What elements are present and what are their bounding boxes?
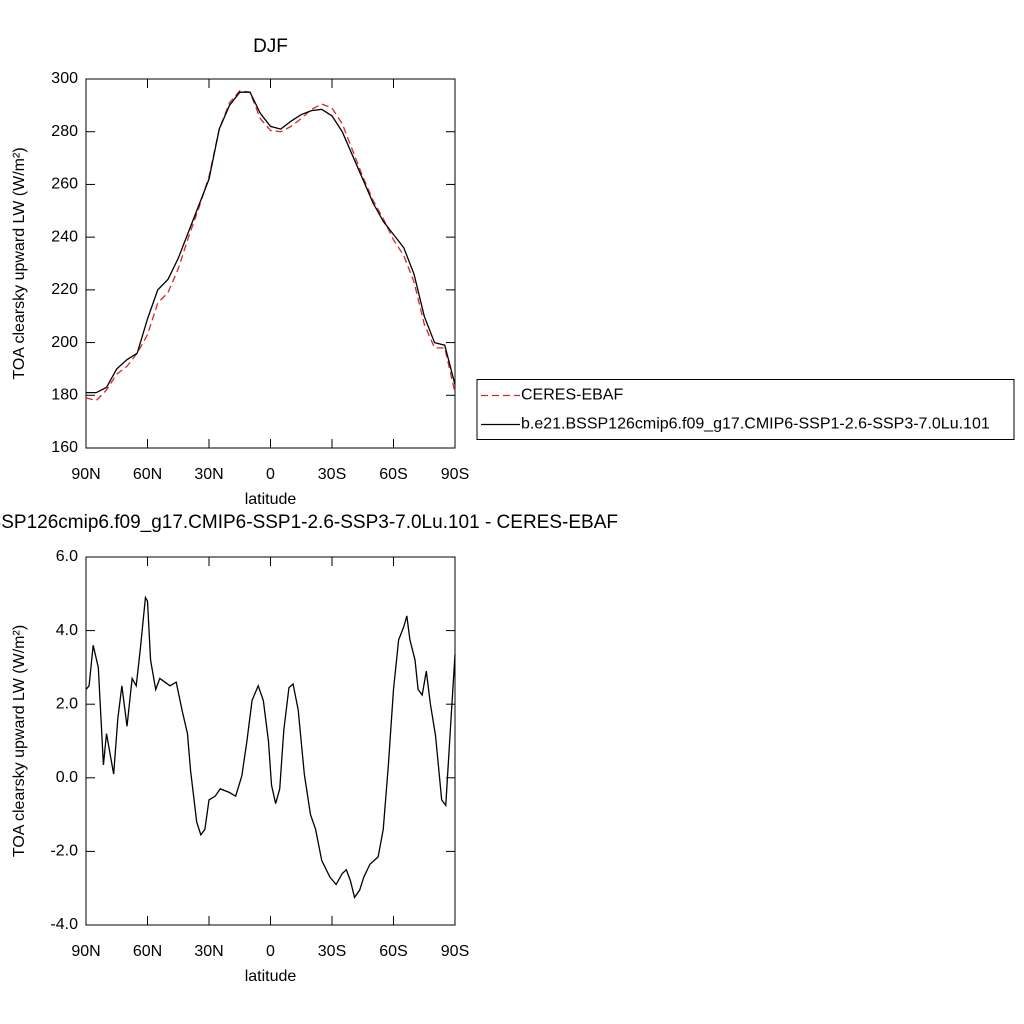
x-tick-label: 30N bbox=[194, 466, 223, 483]
plot-frame bbox=[85, 78, 456, 449]
x-tick-label: 90N bbox=[71, 466, 100, 483]
x-tick-label: 30S bbox=[318, 943, 346, 960]
x-tick-label: 30S bbox=[318, 466, 346, 483]
y-axis-label: TOA clearsky upward LW (W/m²) bbox=[11, 147, 28, 379]
chart-title: DJF bbox=[253, 36, 288, 57]
y-tick-label: -4.0 bbox=[50, 916, 78, 933]
x-tick-label: 60N bbox=[133, 943, 162, 960]
x-tick-label: 30N bbox=[194, 943, 223, 960]
y-tick-label: 220 bbox=[51, 281, 78, 298]
y-tick-label: 160 bbox=[51, 439, 78, 456]
x-tick-label: 0 bbox=[266, 466, 275, 483]
y-tick-label: 180 bbox=[51, 387, 78, 404]
chart-title: b.e21.BSSP126cmip6.f09_g17.CMIP6-SSP1-2.… bbox=[0, 512, 618, 533]
x-tick-label: 90S bbox=[441, 943, 469, 960]
y-axis-label: TOA clearsky upward LW (W/m²) bbox=[11, 625, 28, 857]
y-tick-label: 6.0 bbox=[56, 548, 78, 565]
y-tick-label: 240 bbox=[51, 228, 78, 245]
legend-label: b.e21.BSSP126cmip6.f09_g17.CMIP6-SSP1-2.… bbox=[521, 416, 990, 433]
data-line bbox=[85, 595, 456, 899]
data-line bbox=[86, 91, 456, 394]
data-line bbox=[85, 90, 456, 402]
x-axis-label: latitude bbox=[245, 968, 297, 985]
y-tick-label: 280 bbox=[51, 123, 78, 140]
y-tick-label: 300 bbox=[51, 70, 78, 87]
x-tick-label: 90S bbox=[441, 466, 469, 483]
x-tick-label: 60S bbox=[379, 466, 407, 483]
x-tick-label: 60N bbox=[133, 466, 162, 483]
y-tick-label: 2.0 bbox=[56, 695, 78, 712]
x-tick-label: 0 bbox=[266, 943, 275, 960]
x-tick-label: 90N bbox=[71, 943, 100, 960]
x-axis-label: latitude bbox=[245, 491, 297, 508]
y-tick-label: 200 bbox=[51, 334, 78, 351]
plot-frame bbox=[85, 556, 456, 926]
legend-box bbox=[476, 379, 1015, 440]
y-tick-label: 260 bbox=[51, 176, 78, 193]
y-tick-label: 0.0 bbox=[56, 769, 78, 786]
x-tick-label: 60S bbox=[379, 943, 407, 960]
legend-label: CERES-EBAF bbox=[521, 387, 623, 404]
y-tick-label: 4.0 bbox=[56, 622, 78, 639]
y-tick-label: -2.0 bbox=[50, 843, 78, 860]
